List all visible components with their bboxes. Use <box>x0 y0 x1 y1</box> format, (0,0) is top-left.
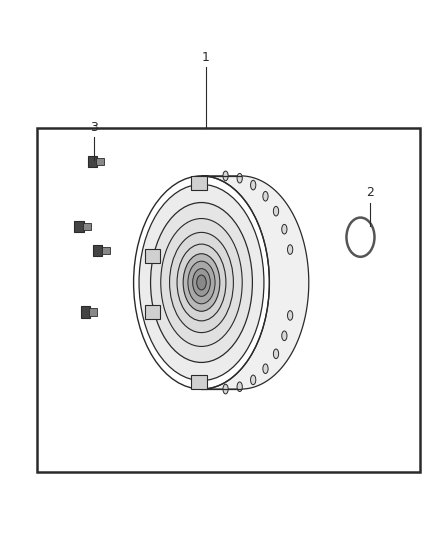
Ellipse shape <box>188 261 215 304</box>
Ellipse shape <box>251 375 256 385</box>
FancyBboxPatch shape <box>93 245 102 256</box>
Ellipse shape <box>282 224 287 234</box>
FancyBboxPatch shape <box>102 247 110 254</box>
Ellipse shape <box>282 331 287 341</box>
Bar <box>145 249 160 263</box>
Ellipse shape <box>170 232 233 333</box>
Ellipse shape <box>197 275 206 290</box>
Ellipse shape <box>287 311 293 320</box>
Text: 2: 2 <box>366 187 374 199</box>
FancyBboxPatch shape <box>83 223 91 230</box>
FancyBboxPatch shape <box>81 306 90 318</box>
Ellipse shape <box>223 384 228 394</box>
Bar <box>191 176 207 190</box>
Ellipse shape <box>193 269 210 296</box>
FancyBboxPatch shape <box>89 308 97 316</box>
Ellipse shape <box>263 364 268 374</box>
Text: 3: 3 <box>90 122 98 134</box>
Ellipse shape <box>273 206 279 216</box>
Ellipse shape <box>237 382 242 392</box>
Ellipse shape <box>273 349 279 359</box>
Ellipse shape <box>237 173 242 183</box>
Ellipse shape <box>287 245 293 254</box>
Ellipse shape <box>251 180 256 190</box>
Ellipse shape <box>151 203 252 362</box>
FancyBboxPatch shape <box>74 221 84 232</box>
Ellipse shape <box>183 254 220 311</box>
Ellipse shape <box>177 244 226 321</box>
Bar <box>37 128 420 472</box>
FancyBboxPatch shape <box>96 158 104 165</box>
Polygon shape <box>201 176 309 389</box>
Bar <box>145 305 160 319</box>
FancyBboxPatch shape <box>88 156 97 167</box>
Ellipse shape <box>223 171 228 181</box>
Ellipse shape <box>161 219 242 346</box>
Ellipse shape <box>263 191 268 201</box>
Ellipse shape <box>139 184 264 381</box>
Bar <box>191 375 207 389</box>
Text: 1: 1 <box>202 51 210 64</box>
